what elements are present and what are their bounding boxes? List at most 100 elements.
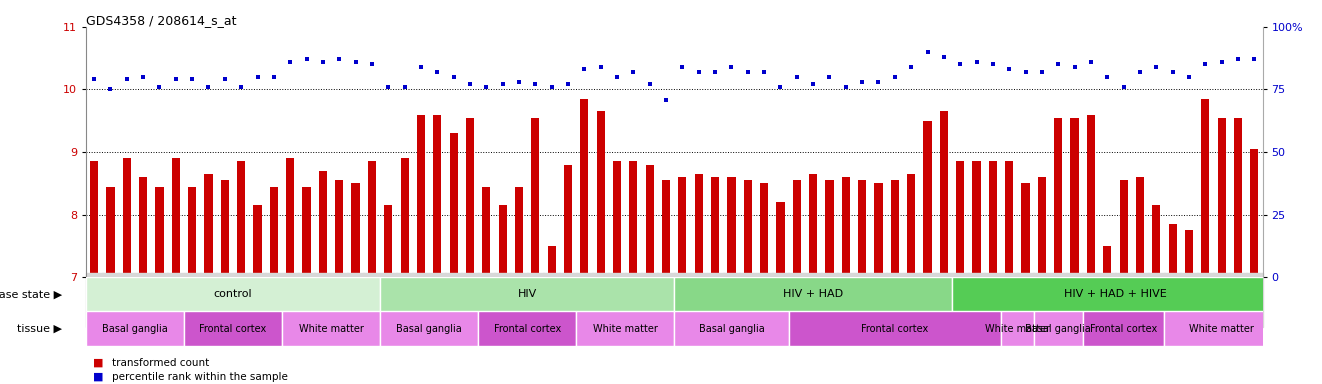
Point: [1113, 84, 1134, 90]
Point: [1211, 59, 1232, 65]
Point: [100, 86, 122, 93]
Bar: [254, 205, 262, 277]
Bar: [1165, 311, 1278, 346]
Point: [689, 69, 710, 75]
Bar: [352, 184, 360, 277]
Point: [198, 84, 219, 90]
Bar: [678, 177, 686, 277]
Point: [132, 74, 153, 80]
Point: [116, 76, 137, 83]
Text: ■: ■: [93, 358, 103, 368]
Bar: [1087, 114, 1095, 277]
Bar: [237, 162, 246, 277]
Bar: [381, 311, 479, 346]
Bar: [221, 180, 229, 277]
Point: [1195, 61, 1216, 68]
Point: [1178, 74, 1199, 80]
Text: Basal ganglia: Basal ganglia: [102, 324, 168, 334]
Bar: [90, 162, 98, 277]
Bar: [156, 187, 164, 277]
Bar: [385, 205, 393, 277]
Point: [165, 76, 186, 83]
Point: [623, 69, 644, 75]
Point: [851, 79, 873, 85]
Bar: [793, 180, 801, 277]
Point: [802, 81, 824, 88]
Bar: [1202, 99, 1210, 277]
Bar: [727, 177, 735, 277]
Point: [818, 74, 839, 80]
Bar: [613, 162, 621, 277]
Bar: [1054, 118, 1063, 277]
Text: White matter: White matter: [299, 324, 364, 334]
Point: [949, 61, 970, 68]
Point: [884, 74, 906, 80]
Bar: [1001, 311, 1034, 346]
Bar: [956, 162, 964, 277]
Bar: [596, 111, 604, 277]
Bar: [368, 162, 375, 277]
Point: [656, 96, 677, 103]
Bar: [1185, 230, 1192, 277]
Point: [181, 76, 202, 83]
Bar: [989, 162, 997, 277]
Bar: [576, 311, 674, 346]
Bar: [858, 180, 866, 277]
Point: [1015, 69, 1036, 75]
Bar: [1034, 311, 1083, 346]
Bar: [205, 174, 213, 277]
Point: [738, 69, 759, 75]
Bar: [1103, 246, 1112, 277]
Bar: [479, 311, 576, 346]
Bar: [789, 311, 1001, 346]
Bar: [184, 311, 282, 346]
Point: [394, 84, 415, 90]
Point: [705, 69, 726, 75]
Text: Basal ganglia: Basal ganglia: [1026, 324, 1091, 334]
Point: [1146, 64, 1167, 70]
Point: [574, 66, 595, 73]
Point: [361, 61, 382, 68]
Bar: [434, 114, 442, 277]
Point: [558, 81, 579, 88]
Text: White matter: White matter: [985, 324, 1050, 334]
Point: [672, 64, 693, 70]
Point: [247, 74, 268, 80]
Point: [900, 64, 921, 70]
Bar: [123, 158, 131, 277]
Point: [933, 54, 954, 60]
Bar: [662, 180, 670, 277]
Bar: [776, 202, 784, 277]
Bar: [1071, 118, 1079, 277]
Bar: [711, 177, 719, 277]
Point: [982, 61, 1003, 68]
Point: [525, 81, 546, 88]
Bar: [825, 180, 834, 277]
Bar: [270, 187, 278, 277]
Point: [998, 66, 1019, 73]
Bar: [629, 162, 637, 277]
Bar: [924, 121, 932, 277]
Point: [1129, 69, 1150, 75]
Bar: [744, 180, 752, 277]
Point: [720, 64, 742, 70]
Bar: [172, 158, 180, 277]
Bar: [580, 99, 588, 277]
Point: [869, 79, 890, 85]
Bar: [973, 162, 981, 277]
Text: Basal ganglia: Basal ganglia: [397, 324, 461, 334]
Bar: [416, 114, 424, 277]
Point: [263, 74, 284, 80]
Point: [917, 49, 939, 55]
Text: percentile rank within the sample: percentile rank within the sample: [112, 372, 288, 382]
Text: disease state ▶: disease state ▶: [0, 290, 62, 300]
Point: [1097, 74, 1118, 80]
Bar: [1169, 224, 1177, 277]
Bar: [645, 165, 654, 277]
Point: [459, 81, 480, 88]
Bar: [401, 158, 408, 277]
Point: [230, 84, 251, 90]
Bar: [907, 174, 915, 277]
Point: [607, 74, 628, 80]
Point: [1227, 56, 1248, 63]
